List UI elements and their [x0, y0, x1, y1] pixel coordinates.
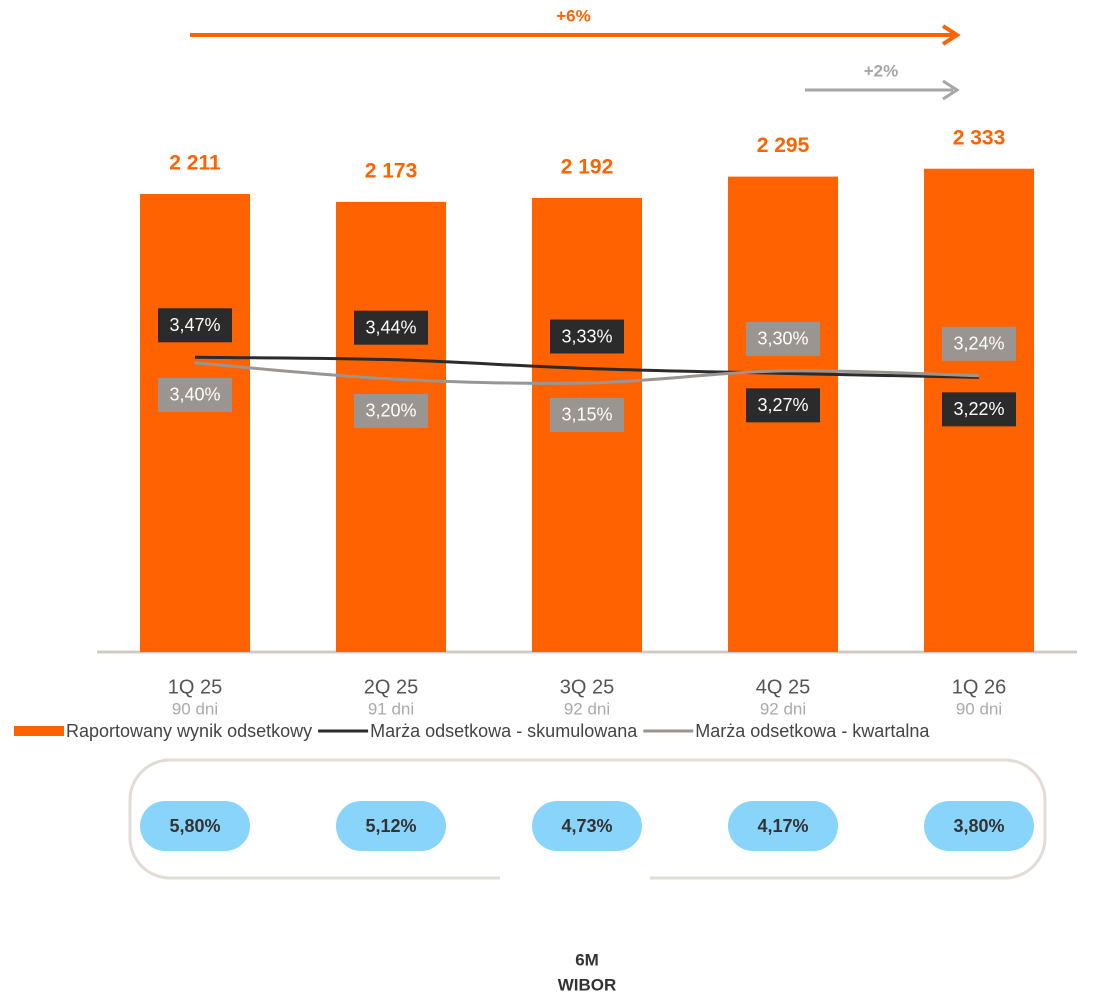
line-value-label: 3,22%	[953, 399, 1004, 419]
x-tick-sublabel: 90 dni	[956, 699, 1002, 718]
x-tick-label: 3Q 25	[560, 676, 614, 698]
line-label-box	[942, 326, 1016, 361]
line-value-label: 3,27%	[757, 395, 808, 415]
bar-value-label: 2 295	[757, 134, 810, 157]
line-value-label: 3,40%	[169, 385, 220, 405]
line-value-label: 3,30%	[757, 329, 808, 349]
wibor-value: 3,80%	[953, 816, 1004, 836]
line-label-box	[158, 377, 232, 412]
line-label-box	[942, 392, 1016, 427]
wibor-label: WIBOR	[558, 975, 617, 994]
wibor-frame-gap	[500, 868, 650, 888]
growth-arrow-head	[942, 79, 960, 101]
x-tick-sublabel: 92 dni	[564, 699, 610, 718]
line-label-box	[354, 310, 428, 345]
line	[194, 355, 980, 379]
legend-swatch	[14, 726, 64, 736]
line-value-label: 3,15%	[561, 405, 612, 425]
line-value-label: 3,33%	[561, 326, 612, 346]
line-value-label: 3,44%	[365, 317, 416, 337]
bar-value-label: 2 173	[365, 159, 418, 182]
wibor-pill	[532, 801, 642, 851]
wibor-value: 4,73%	[561, 816, 612, 836]
x-tick-label: 4Q 25	[756, 676, 810, 698]
growth-label: +6%	[556, 6, 591, 25]
bar	[140, 194, 250, 652]
x-tick-label: 1Q 26	[952, 676, 1006, 698]
x-tick-sublabel: 92 dni	[760, 699, 806, 718]
line	[194, 361, 980, 385]
growth-label: +2%	[864, 61, 899, 80]
legend-label: Raportowany wynik odsetkowy	[66, 721, 312, 741]
line-label-box	[158, 308, 232, 343]
bar-value-label: 2 211	[169, 152, 221, 175]
wibor-pill	[924, 801, 1034, 851]
line-value-label: 3,47%	[169, 315, 220, 335]
line-label-box	[354, 393, 428, 428]
x-tick-sublabel: 90 dni	[172, 699, 218, 718]
wibor-value: 5,12%	[365, 816, 416, 836]
line-label-box	[746, 321, 820, 356]
x-tick-label: 1Q 25	[168, 676, 222, 698]
line-value-label: 3,24%	[953, 333, 1004, 353]
bar-value-label: 2 333	[953, 126, 1006, 149]
line-label-box	[746, 388, 820, 423]
wibor-value: 4,17%	[757, 816, 808, 836]
bar-value-label: 2 192	[561, 155, 614, 178]
line-label-box	[550, 319, 624, 354]
line-value-label: 3,20%	[365, 401, 416, 421]
x-tick-label: 2Q 25	[364, 676, 418, 698]
wibor-pill	[728, 801, 838, 851]
wibor-label: 6M	[575, 950, 599, 969]
wibor-value: 5,80%	[169, 816, 220, 836]
growth-arrow-head	[941, 24, 961, 46]
x-tick-sublabel: 91 dni	[368, 699, 414, 718]
legend-label: Marża odsetkowa - kwartalna	[695, 721, 930, 741]
wibor-pill	[140, 801, 250, 851]
legend-label: Marża odsetkowa - skumulowana	[370, 721, 638, 741]
line-label-box	[550, 397, 624, 432]
wibor-pill	[336, 801, 446, 851]
